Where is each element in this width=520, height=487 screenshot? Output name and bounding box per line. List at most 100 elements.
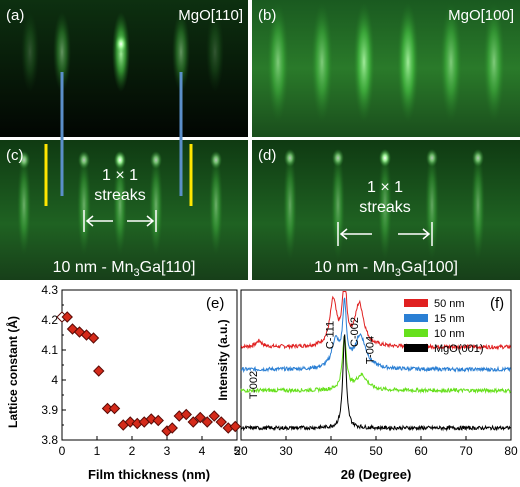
- data-point: [152, 414, 164, 427]
- legend-label: 10 nm: [434, 328, 465, 340]
- rheed-spot: [114, 151, 126, 169]
- rheed-spot: [115, 34, 127, 54]
- data-point: [166, 422, 178, 434]
- rheed-spot: [284, 149, 296, 167]
- peak-annotation: C-111: [324, 321, 336, 349]
- chart-f-xlabel: 2θ (Degree): [341, 467, 412, 482]
- y-tick-label: 4.2: [41, 313, 58, 327]
- x-tick-label: 1: [94, 444, 101, 458]
- rheed-streak: [440, 2, 462, 122]
- y-tick-label: 4.1: [41, 343, 58, 357]
- legend-swatch: [404, 314, 428, 322]
- legend-swatch: [404, 344, 428, 352]
- rheed-streak: [378, 150, 392, 260]
- legend-swatch: [404, 299, 428, 307]
- peak-annotation: T-002: [248, 371, 260, 399]
- x-tick-label: 4: [199, 444, 206, 458]
- data-point: [215, 416, 227, 428]
- panel-b-label: MgO[100]: [448, 7, 514, 24]
- rheed-streak: [172, 12, 190, 92]
- x-tick-label: 2: [129, 444, 136, 458]
- rheed-panel-c: (c) 1 × 1 streaks 10 nm - Mn3Ga[110]: [0, 140, 248, 280]
- rheed-panel-b: (b) MgO[100]: [252, 0, 520, 137]
- rheed-streak: [331, 150, 345, 260]
- rheed-streak: [397, 2, 419, 122]
- x-tick-label: 20: [234, 444, 248, 458]
- rheed-streak: [209, 155, 223, 255]
- rheed-panel-d: (d) 1 × 1 streaks 10 nm - Mn3Ga[100]: [252, 140, 520, 280]
- rheed-spot: [78, 151, 90, 169]
- rheed-spot: [379, 149, 391, 167]
- x-tick-label: 70: [459, 444, 473, 458]
- y-tick-label: 4.3: [41, 283, 58, 297]
- rheed-streak: [206, 12, 224, 92]
- chart-e-tag: (e): [206, 295, 224, 312]
- data-point: [87, 332, 100, 344]
- data-point: [201, 416, 213, 428]
- rheed-streak: [483, 2, 505, 122]
- panel-d-spacing-arrow: [337, 222, 433, 246]
- legend-label: 50 nm: [434, 298, 465, 310]
- series-line: [240, 297, 511, 374]
- y-tick-label: 3.9: [41, 403, 58, 417]
- data-point: [108, 402, 121, 415]
- rheed-streak: [53, 12, 71, 92]
- rheed-panel-a: (a) MgO[110]: [0, 0, 248, 137]
- chart-e-ylabel: Lattice constant (Å): [5, 316, 20, 428]
- panel-c-tag: (c): [6, 147, 24, 164]
- data-point: [229, 420, 241, 433]
- chart-xrd: 20 30 40 50 60 70 80 T-002 C-111 C-002 T-004 (f) 5…: [216, 289, 518, 482]
- legend-label: 15 nm: [434, 313, 465, 325]
- rheed-spot: [210, 151, 222, 169]
- rheed-streak: [311, 2, 333, 122]
- series-line: [240, 291, 511, 351]
- rheed-streak: [471, 150, 485, 260]
- data-point: [208, 410, 220, 422]
- y-tick-label: 3.8: [41, 433, 58, 447]
- data-point: [187, 416, 199, 428]
- rheed-streak: [149, 155, 163, 255]
- rheed-streak: [283, 150, 297, 260]
- x-tick-label: 40: [324, 444, 338, 458]
- rheed-streak: [353, 2, 375, 122]
- rheed-streak: [21, 12, 39, 92]
- rheed-spot: [18, 151, 30, 169]
- peak-annotation: T-004: [365, 336, 377, 364]
- x-tick-label: 50: [369, 444, 383, 458]
- rheed-spot: [332, 149, 344, 167]
- panel-d-streak-line1: 1 × 1: [367, 179, 403, 196]
- series-line: [240, 334, 511, 432]
- peak-annotation: C-002: [349, 317, 361, 347]
- y-tick-label: 4: [51, 373, 58, 387]
- x-tick-label: 5: [234, 444, 241, 458]
- panel-a-label: MgO[110]: [178, 7, 243, 24]
- panel-a-tag: (a): [6, 7, 24, 24]
- series-line: [240, 335, 511, 394]
- panel-c-caption: 10 nm - Mn3Ga[110]: [53, 259, 196, 279]
- data-point: [194, 411, 206, 424]
- x-tick-label: 60: [414, 444, 428, 458]
- chart-e-xlabel: Film thickness (nm): [88, 467, 210, 482]
- streak-marker-lines: [44, 72, 193, 206]
- chart-f-tag: (f): [490, 295, 504, 312]
- rheed-spot: [472, 149, 484, 167]
- x-tick-label: 30: [279, 444, 293, 458]
- legend-label: MgO(001): [434, 343, 484, 355]
- x-tick-label: 0: [59, 444, 66, 458]
- panel-c-streak-line1: 1 × 1: [102, 167, 138, 184]
- x-tick-label: 80: [504, 444, 518, 458]
- chart-lattice-constant: 0 1 2 3 4 5 3.8 3.9 4 4.1 4.2 4.3 (e) Film thicknes…: [5, 283, 241, 482]
- panel-d-caption: 10 nm - Mn3Ga[100]: [314, 259, 458, 279]
- legend-swatch: [404, 329, 428, 337]
- data-point: [61, 311, 73, 323]
- panel-d-streak-line2: streaks: [359, 199, 411, 216]
- panel-c-spacing-arrow: [83, 210, 157, 232]
- rheed-streak: [267, 2, 289, 122]
- rheed-streak: [113, 155, 127, 255]
- panel-c-streak-line2: streaks: [94, 187, 146, 204]
- panel-b-tag: (b): [258, 7, 276, 24]
- data-point: [180, 408, 192, 421]
- data-point: [93, 365, 105, 377]
- rheed-streak: [425, 150, 439, 260]
